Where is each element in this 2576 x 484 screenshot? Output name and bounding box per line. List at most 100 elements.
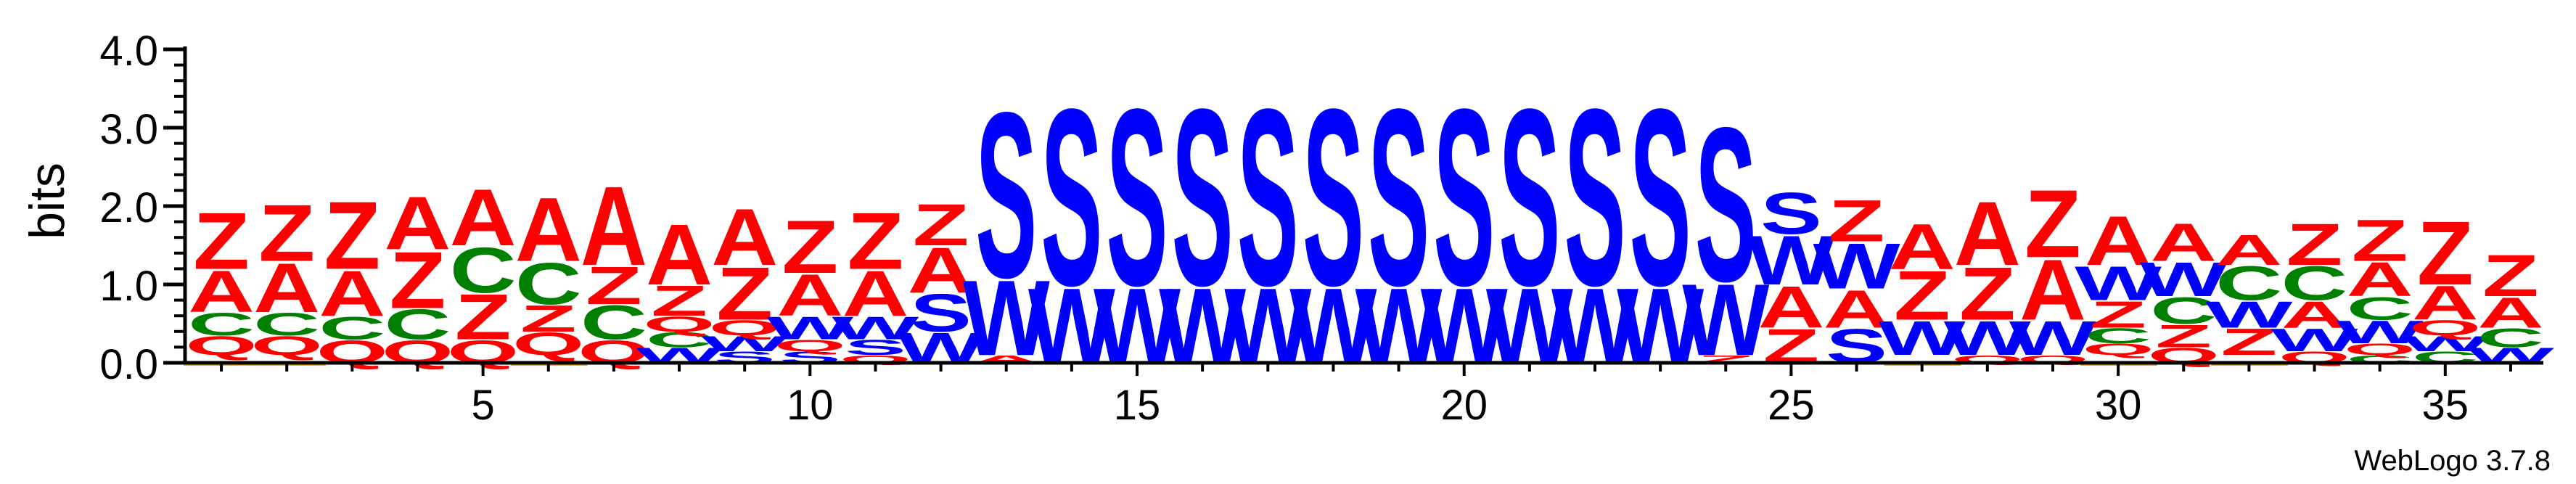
logo-letter-S-pos-13: S xyxy=(975,63,1037,327)
logo-letter-Z-pos-11: Z xyxy=(848,197,904,287)
logo-letter-A-pos-3: A xyxy=(319,258,385,330)
logo-letter-A-pos-31: A xyxy=(2150,213,2217,273)
logo-letter-W-pos-13: W xyxy=(963,258,1051,378)
logo-letter-W-pos-25: W xyxy=(1747,221,1835,299)
logo-letter-C-pos-33: C xyxy=(2281,256,2348,311)
logo-letter-S-pos-12: S xyxy=(910,284,972,343)
logo-letter-W-pos-30: W xyxy=(2075,256,2162,311)
logo-letter-A-pos-5: A xyxy=(450,173,517,263)
logo-letter-Z-pos-6: Z xyxy=(520,298,577,340)
logo-letter-S-pos-20: S xyxy=(1433,57,1495,339)
logo-letter-S-pos-16: S xyxy=(1172,57,1234,339)
logo-letter-Z-pos-2: Z xyxy=(258,189,315,279)
y-tick-label: 4.0 xyxy=(99,28,158,75)
logo-letter-A-pos-1: A xyxy=(188,258,255,324)
logo-letter-A-pos-7: A xyxy=(581,163,647,290)
y-tick-label: 1.0 xyxy=(99,263,158,310)
logo-letter-W-pos-29: W xyxy=(2009,311,2096,366)
logo-letter-W-pos-27: W xyxy=(1879,311,1966,366)
logo-letter-Z-pos-26: Z xyxy=(1829,188,1885,254)
logo-letter-A-pos-30: A xyxy=(2085,202,2152,279)
logo-letter-Q-pos-1: Q xyxy=(186,331,258,361)
logo-letter-Z-pos-33: Z xyxy=(2286,211,2343,277)
y-tick-label: 2.0 xyxy=(99,184,158,231)
logo-letter-Q-pos-35: Q xyxy=(2409,316,2481,340)
logo-letter-Z-pos-30: Z xyxy=(2090,293,2146,335)
logo-letter-Z-pos-32: Z xyxy=(2221,321,2278,363)
logo-letter-C-pos-36: C xyxy=(2477,323,2544,353)
logo-letter-Q-pos-8: Q xyxy=(644,312,715,336)
logo-letter-S-pos-21: S xyxy=(1498,57,1560,339)
logo-letter-A-pos-27: A xyxy=(1889,211,1956,283)
logo-letter-W-pos-11: W xyxy=(832,311,919,346)
logo-letter-W-pos-9: W xyxy=(701,332,789,356)
logo-letter-Q-pos-2: Q xyxy=(251,331,323,361)
x-tick-label: 15 xyxy=(1114,382,1161,429)
x-tick-label: 20 xyxy=(1440,382,1488,429)
logo-letter-A-pos-8: A xyxy=(646,208,713,303)
logo-letter-A-pos-25: A xyxy=(1757,274,1824,340)
x-tick-label: 35 xyxy=(2422,382,2469,429)
logo-letter-Q-pos-10: Q xyxy=(774,337,846,355)
logo-letter-C-pos-8: C xyxy=(646,327,713,351)
logo-letter-Z-pos-9: Z xyxy=(716,252,773,336)
logo-letter-W-pos-31: W xyxy=(2140,253,2227,307)
logo-letter-Z-pos-28: Z xyxy=(1959,252,2016,336)
logo-letter-S-pos-14: S xyxy=(1041,57,1102,339)
logo-letter-A-pos-6: A xyxy=(515,178,582,280)
logo-letter-Z-pos-27: Z xyxy=(1894,257,1951,335)
x-tick-label: 5 xyxy=(471,382,494,429)
logo-letter-W-pos-28: W xyxy=(1944,311,2031,366)
logo-letter-Q-pos-6: Q xyxy=(512,327,584,362)
weblogo-version-label: WebLogo 3.7.8 xyxy=(2354,445,2551,477)
logo-letter-C-pos-3: C xyxy=(319,311,385,346)
logo-letter-A-pos-2: A xyxy=(253,249,320,327)
x-tick-label: 25 xyxy=(1768,382,1815,429)
x-tick-label: 10 xyxy=(787,382,834,429)
logo-letter-W-pos-34: W xyxy=(2337,314,2424,350)
logo-letter-A-pos-32: A xyxy=(2215,226,2282,274)
logo-letter-Z-pos-3: Z xyxy=(324,181,380,290)
logo-letter-C-pos-7: C xyxy=(581,295,647,350)
logo-letter-C-pos-5: C xyxy=(450,235,517,307)
logo-letter-Z-pos-31: Z xyxy=(2155,319,2212,354)
y-tick-label: 0.0 xyxy=(99,341,158,388)
logo-letter-S-pos-22: S xyxy=(1564,57,1626,339)
logo-letter-W-pos-35: W xyxy=(2402,332,2490,356)
logo-letter-S-pos-11: S xyxy=(845,335,906,359)
logo-letter-Z-pos-4: Z xyxy=(390,236,446,326)
logo-letter-Z-pos-29: Z xyxy=(2025,170,2081,278)
logo-letter-A-pos-36: A xyxy=(2477,289,2544,337)
logo-letter-A-pos-4: A xyxy=(385,181,451,266)
logo-letter-C-pos-2: C xyxy=(253,307,320,343)
logo-letter-C-pos-6: C xyxy=(515,250,582,316)
y-tick-label: 3.0 xyxy=(99,106,158,153)
logo-letter-Z-pos-12: Z xyxy=(913,192,969,258)
logo-letter-W-pos-26: W xyxy=(1813,231,1900,303)
logo-letter-C-pos-4: C xyxy=(385,301,451,349)
logo-letter-C-pos-30: C xyxy=(2085,324,2152,348)
logo-letter-Z-pos-8: Z xyxy=(651,277,707,325)
logo-letter-A-pos-11: A xyxy=(842,258,909,330)
logo-letter-S-pos-23: S xyxy=(1630,57,1691,339)
logo-letter-W-pos-24: W xyxy=(1682,263,1770,377)
logo-letter-Z-pos-5: Z xyxy=(455,282,512,353)
logo-letter-C-pos-31: C xyxy=(2150,290,2217,332)
letter-stacks: ▁QCAZ▁QCAZQCAZQCZAQZCA▁QZCAQCZAWCQZASWQZ… xyxy=(183,57,2555,387)
logo-letter-S-pos-25: S xyxy=(1760,180,1822,246)
logo-letter-S-pos-24: S xyxy=(1695,82,1757,328)
logo-letter-A-pos-12: A xyxy=(908,235,975,307)
logo-letter-Z-pos-10: Z xyxy=(782,205,838,289)
logo-letter-Z-pos-36: Z xyxy=(2482,242,2539,308)
logo-letter-S-pos-15: S xyxy=(1107,57,1168,339)
logo-letter-Q-pos-30: Q xyxy=(2083,340,2154,358)
logo-letter-Q-pos-34: Q xyxy=(2344,340,2416,358)
logo-letter-A-pos-26: A xyxy=(1824,279,1890,339)
logo-letter-A-pos-9: A xyxy=(711,193,778,283)
logo-letter-S-pos-19: S xyxy=(1368,57,1429,339)
logo-letter-Z-pos-7: Z xyxy=(586,256,642,316)
logo-letter-Z-pos-34: Z xyxy=(2352,208,2408,274)
logo-letter-S-pos-17: S xyxy=(1237,57,1299,339)
logo-letter-A-pos-10: A xyxy=(776,262,843,328)
